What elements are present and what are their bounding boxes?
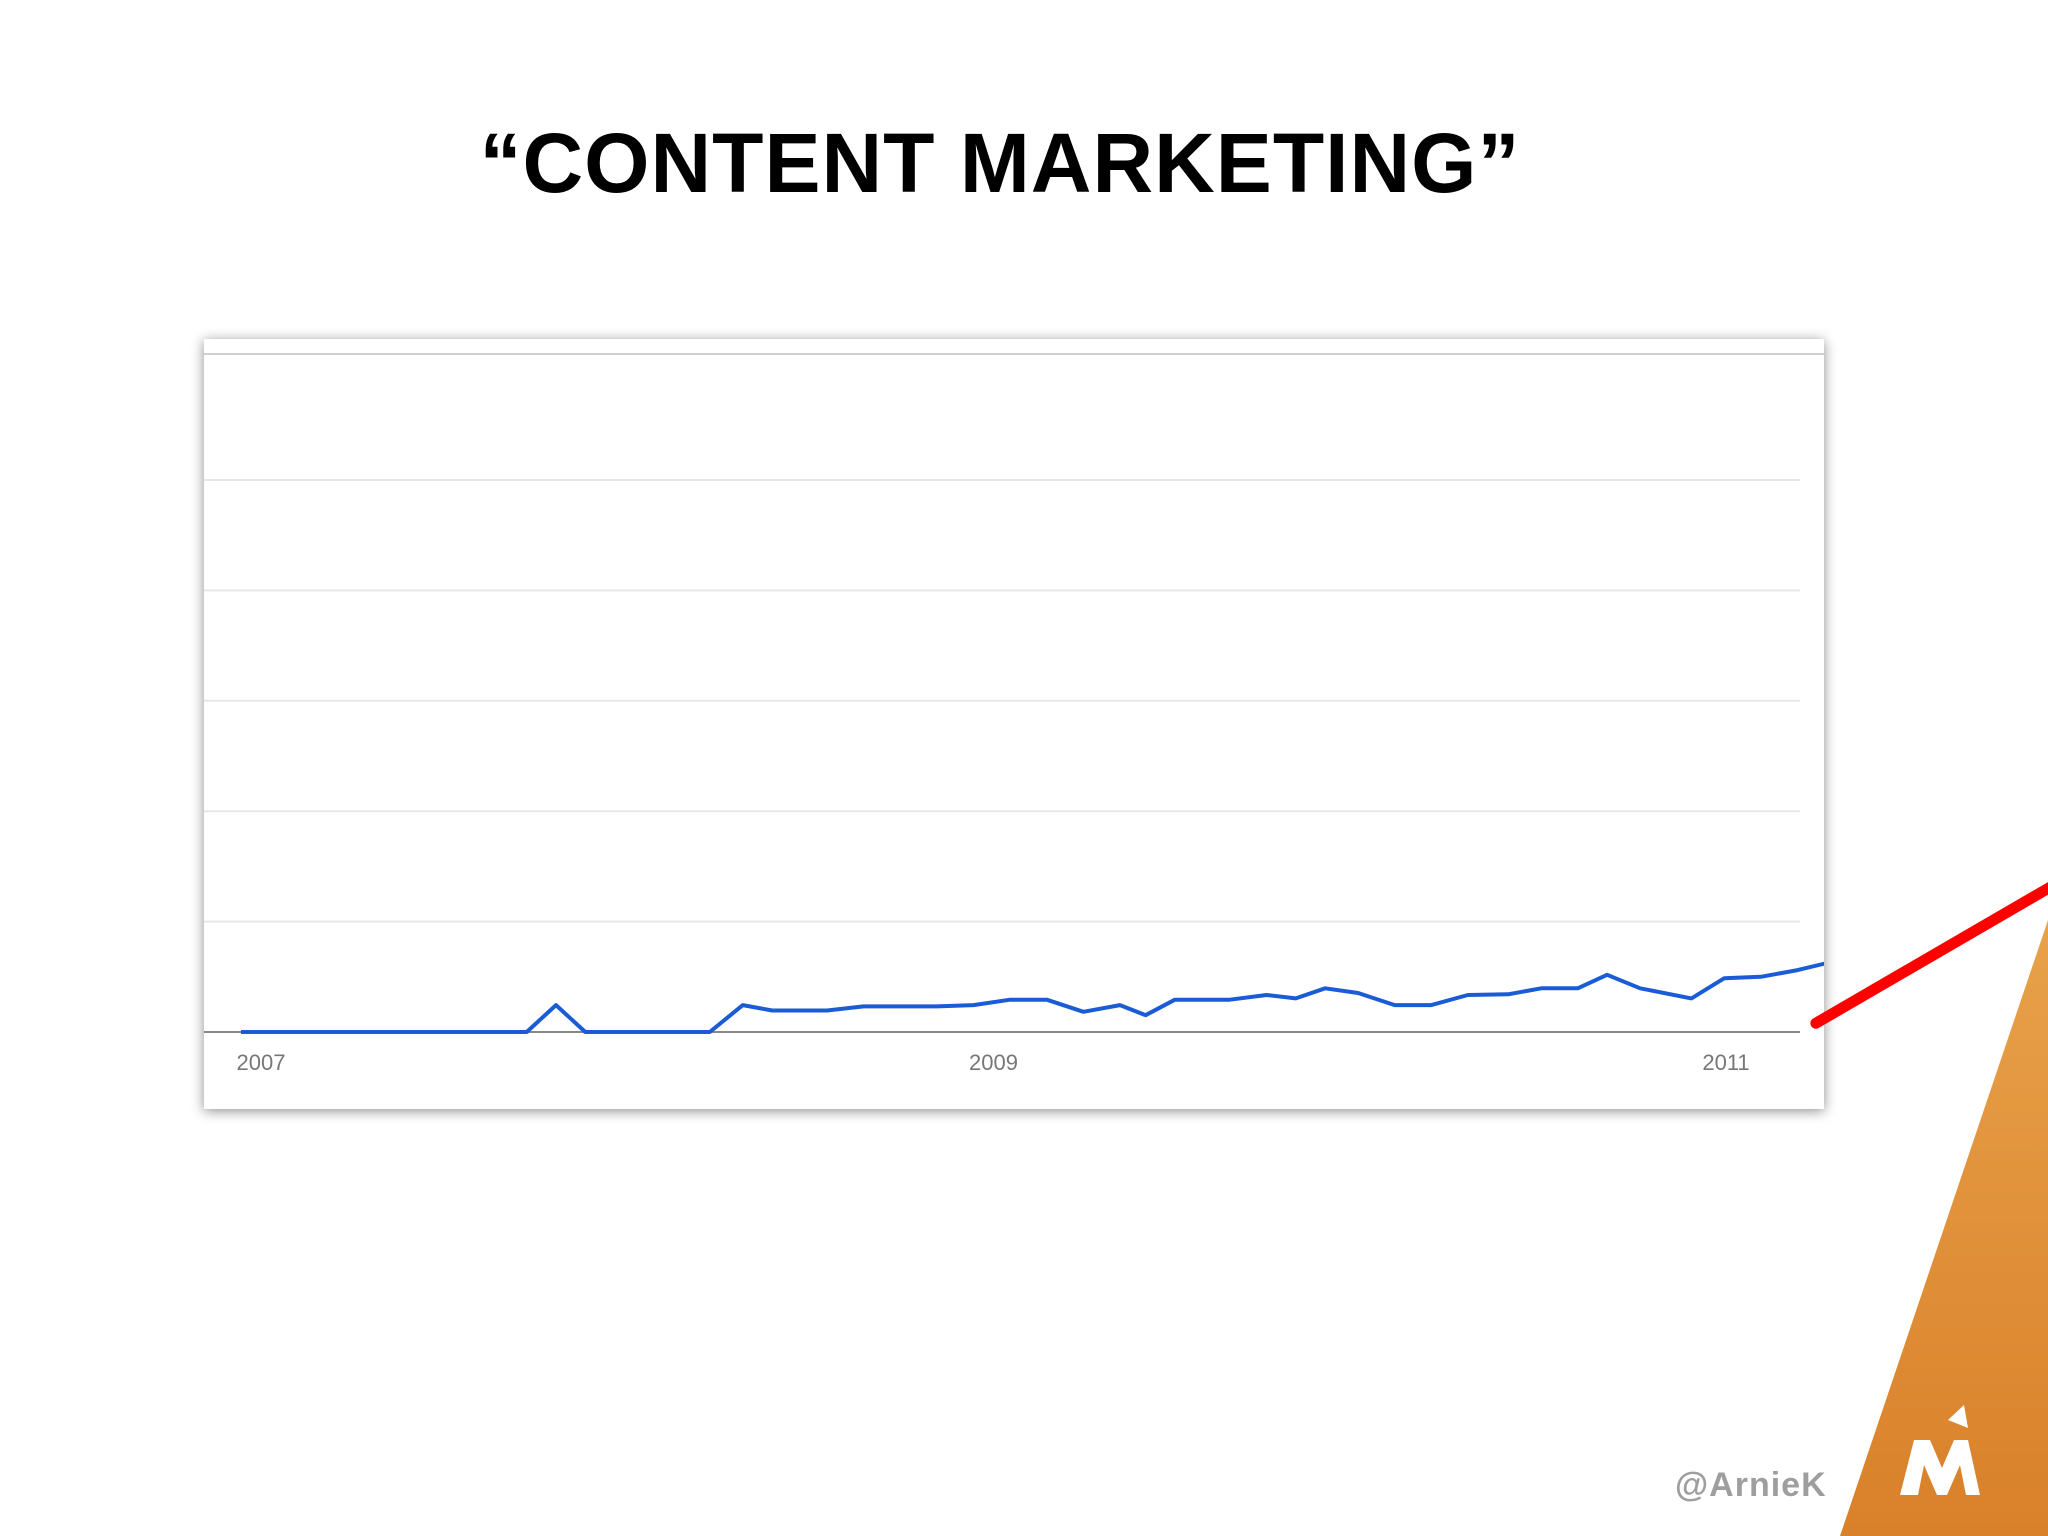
chart-panel: 2007200920112013	[204, 339, 1824, 1109]
twitter-handle: @ArnieK	[1675, 1466, 1827, 1504]
arnie-k-m-arrow-logo-icon	[1840, 920, 2048, 1536]
slide-title: “CONTENT MARKETING”	[479, 116, 1521, 210]
grid-lines	[204, 353, 1824, 923]
x-tick-label: 2007	[237, 1050, 286, 1075]
logo-m-mark	[1900, 1405, 1980, 1495]
x-axis: 2007200920112013	[204, 1031, 1800, 1075]
x-tick-label: 2009	[969, 1050, 1018, 1075]
series-layer	[241, 961, 1824, 1034]
series-line	[241, 961, 1824, 1034]
logo-orange-wedge	[1840, 920, 2048, 1536]
x-tick-label: 2011	[1702, 1050, 1749, 1075]
trend-chart: 2007200920112013	[204, 353, 1824, 1075]
